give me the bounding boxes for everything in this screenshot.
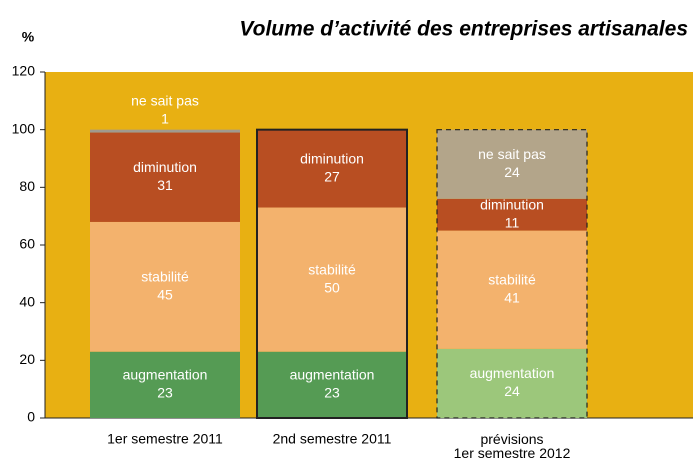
y-tick-label: 80	[19, 178, 35, 194]
x-tick-label: 2nd semestre 2011	[273, 431, 392, 447]
segment-value: 27	[324, 168, 340, 184]
segment-name: stabilité	[141, 269, 189, 285]
segment-name: augmentation	[290, 367, 375, 383]
segment-value: 50	[324, 279, 340, 295]
segment-name: diminution	[480, 196, 544, 212]
segment-name: diminution	[300, 150, 364, 166]
segment-name: ne sait pas	[131, 92, 199, 108]
segment-name: augmentation	[470, 365, 555, 381]
bar-segment	[437, 230, 587, 349]
y-tick-label: 100	[12, 120, 36, 136]
y-tick-label: 40	[19, 293, 35, 309]
y-tick-label: 0	[27, 409, 35, 425]
bar-segment	[257, 351, 407, 418]
segment-name: stabilité	[308, 261, 356, 277]
x-tick-label: prévisions 1er semestre 2012	[454, 431, 571, 461]
segment-value: 41	[504, 289, 520, 305]
bar-segment	[257, 129, 407, 208]
segment-name: ne sait pas	[478, 146, 546, 162]
bar-outline	[256, 128, 408, 420]
bar-outline	[436, 129, 588, 419]
segment-value: 23	[157, 385, 173, 401]
x-tick-label: 1er semestre 2011	[107, 431, 223, 447]
segment-value: 11	[505, 214, 520, 230]
bar-segment	[90, 221, 240, 352]
bar-segment	[257, 207, 407, 352]
bar-segment	[437, 129, 587, 199]
y-tick-label: 60	[19, 236, 35, 252]
segment-name: augmentation	[123, 367, 208, 383]
segment-value: 45	[157, 287, 173, 303]
segment-value: 31	[157, 177, 173, 193]
y-tick-label: 20	[19, 351, 35, 367]
bar-segment	[437, 198, 587, 231]
bar-segment	[90, 351, 240, 418]
segment-name: diminution	[133, 159, 197, 175]
bar-segment	[90, 132, 240, 222]
bar-segment	[437, 348, 587, 418]
segment-name: stabilité	[488, 271, 536, 287]
chart-title: Volume d’activité des entreprises artisa…	[239, 18, 688, 41]
segment-value: 24	[504, 164, 520, 180]
segment-value: 24	[504, 383, 520, 399]
y-tick-label: 120	[12, 63, 36, 79]
bar-segment	[90, 129, 240, 133]
segment-value: 1	[161, 110, 169, 126]
segment-value: 23	[324, 385, 340, 401]
y-axis-label: %	[22, 29, 35, 45]
